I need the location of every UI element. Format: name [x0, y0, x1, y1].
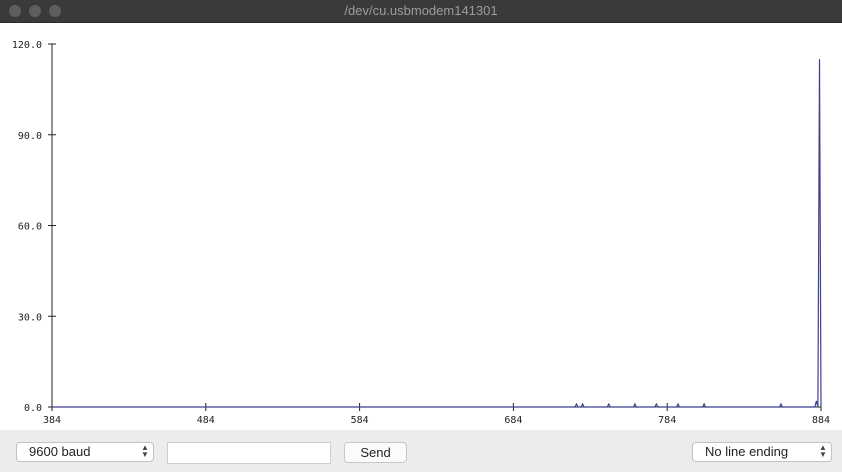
- send-button[interactable]: Send: [344, 442, 407, 463]
- baud-rate-select[interactable]: 9600 baud ▲ ▼: [16, 442, 154, 462]
- x-tick-label: 484: [197, 415, 215, 426]
- bottom-toolbar: 9600 baud ▲ ▼ Send No line ending ▲ ▼: [0, 430, 842, 472]
- zoom-window-button[interactable]: [49, 5, 61, 17]
- select-chevron-icon: ▲ ▼: [141, 443, 149, 459]
- select-chevron-icon: ▲ ▼: [819, 443, 827, 459]
- line-ending-select[interactable]: No line ending ▲ ▼: [692, 442, 832, 462]
- y-tick-label: 0.0: [24, 403, 42, 414]
- y-tick-label: 30.0: [18, 312, 42, 323]
- x-tick-label: 784: [658, 415, 676, 426]
- line-ending-value: No line ending: [705, 444, 789, 459]
- minimize-window-button[interactable]: [29, 5, 41, 17]
- y-tick-label: 60.0: [18, 222, 42, 233]
- x-tick-label: 584: [351, 415, 369, 426]
- title-bar[interactable]: /dev/cu.usbmodem141301: [0, 0, 842, 23]
- x-tick-label: 884: [812, 415, 830, 426]
- close-window-button[interactable]: [9, 5, 21, 17]
- plot-area: 0.0 30.0 60.0 90.0 120.0 384 484 584 684 784 884: [0, 23, 842, 430]
- baud-rate-value: 9600 baud: [29, 444, 91, 459]
- serial-send-input[interactable]: [167, 442, 331, 464]
- x-tick-label: 684: [504, 415, 522, 426]
- window-title: /dev/cu.usbmodem141301: [344, 3, 498, 18]
- plot-chart: 0.0 30.0 60.0 90.0 120.0 384 484 584 684 784 884: [12, 40, 830, 426]
- series-line: [52, 59, 822, 408]
- x-tick-label: 384: [43, 415, 61, 426]
- y-tick-label: 120.0: [12, 40, 42, 51]
- y-tick-label: 90.0: [18, 131, 42, 142]
